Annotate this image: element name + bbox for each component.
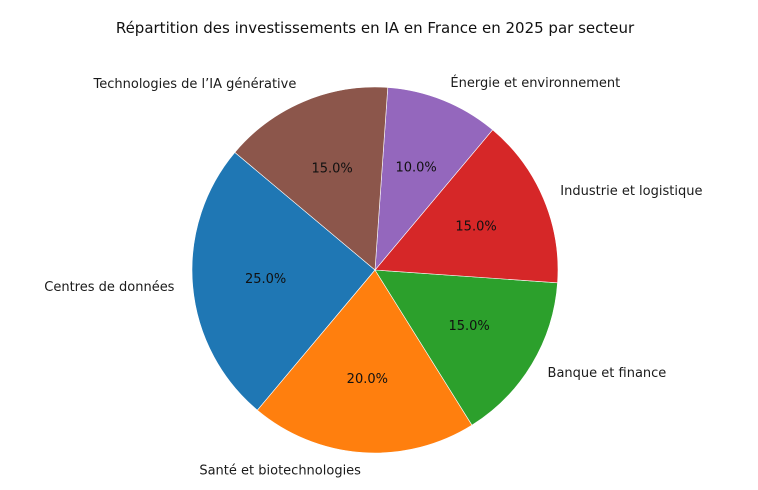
- slice-label-industrie-et-logistique: Industrie et logistique: [560, 184, 702, 199]
- slice-label-technologies-de-l-ia-generative: Technologies de l’IA générative: [93, 77, 297, 92]
- slice-label-banque-et-finance: Banque et finance: [548, 366, 667, 381]
- slice-percent-sante-et-biotechnologies: 20.0%: [347, 372, 388, 387]
- slice-percent-technologies-de-l-ia-generative: 15.0%: [311, 161, 352, 176]
- pie-labels: Centres de données 25.0% Santé et biotechn…: [44, 75, 702, 478]
- pie-slice-banque-et-finance: [374, 269, 558, 426]
- slice-label-energie-et-environnement: Énergie et environnement: [450, 75, 620, 91]
- pie-slice-sante-et-biotechnologies: [256, 269, 473, 454]
- chart-title: Répartition des investissements en IA en…: [116, 19, 635, 37]
- slice-percent-energie-et-environnement: 10.0%: [395, 161, 436, 176]
- slice-percent-industrie-et-logistique: 15.0%: [455, 220, 496, 235]
- pie-slice-energie-et-environnement: [374, 87, 494, 271]
- slice-percent-banque-et-finance: 15.0%: [448, 319, 489, 334]
- slice-label-centres-de-donnees: Centres de données: [44, 280, 174, 295]
- slice-percent-centres-de-donnees: 25.0%: [245, 272, 286, 287]
- pie-slice-centres-de-donnees: [191, 151, 376, 411]
- pie-slice-industrie-et-logistique: [374, 129, 559, 284]
- pie-slices: [191, 86, 559, 454]
- pie-slice-technologies-de-l-ia-generative: [234, 86, 389, 271]
- slice-label-sante-et-biotechnologies: Santé et biotechnologies: [199, 463, 361, 478]
